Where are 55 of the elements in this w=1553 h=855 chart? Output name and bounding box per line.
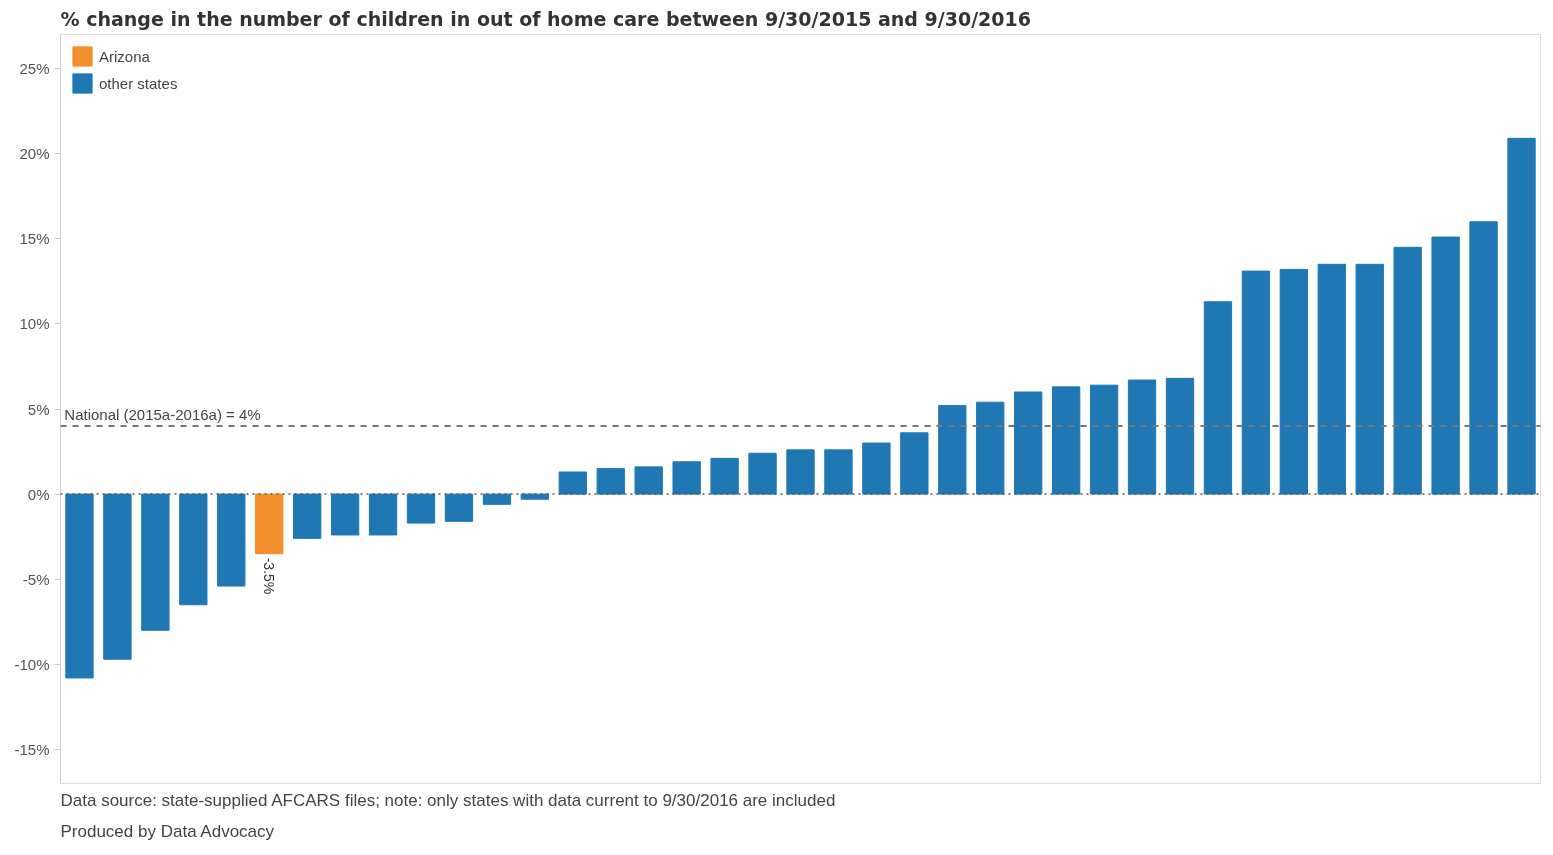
bar <box>558 471 587 495</box>
ref-line-label: National (2015a-2016a) = 4% <box>64 406 261 424</box>
y-tick-label: 15% <box>19 230 50 248</box>
bar <box>862 442 891 495</box>
bar <box>482 493 512 505</box>
y-tick-label: 0% <box>27 485 50 503</box>
bar <box>1089 384 1119 495</box>
bar <box>1014 391 1043 495</box>
y-tick-label: 10% <box>19 315 50 333</box>
bar <box>141 493 170 631</box>
y-tick-label: -10% <box>14 655 50 673</box>
y-tick-label: 20% <box>19 145 50 163</box>
text: Produced by Data Advocacy <box>60 821 275 841</box>
bar <box>1393 246 1422 495</box>
legend-label: other states <box>99 74 178 92</box>
bar <box>1355 263 1384 495</box>
bar <box>255 493 284 555</box>
y-tick-label: 5% <box>27 400 50 418</box>
bar <box>976 401 1005 495</box>
bar <box>1469 221 1498 495</box>
bar <box>103 493 132 660</box>
y-tick-label: -15% <box>14 740 50 758</box>
bar <box>293 493 322 539</box>
bar <box>710 457 739 495</box>
bar <box>1241 270 1271 495</box>
bar <box>217 493 246 587</box>
bar <box>672 461 701 495</box>
data-label: -3.5% <box>261 557 278 595</box>
bar <box>1317 263 1346 495</box>
bar <box>938 405 967 495</box>
bar <box>1165 377 1195 495</box>
bar <box>1203 301 1233 495</box>
bar <box>406 493 436 524</box>
legend-label: Arizona <box>99 47 150 65</box>
bar <box>824 449 853 495</box>
bar <box>179 493 208 606</box>
bar <box>368 493 398 536</box>
bar <box>330 493 360 536</box>
chart-title: % change in the number of children in out of home care between 9/30/2015 and 9/30/2016 <box>60 7 1031 30</box>
y-tick-label: 25% <box>19 60 50 78</box>
bar <box>520 493 550 500</box>
bar <box>900 432 929 495</box>
bar <box>1431 236 1460 495</box>
y-tick-label: -5% <box>22 570 50 588</box>
bar <box>1507 137 1536 495</box>
bar <box>1127 379 1157 495</box>
bar <box>748 452 777 495</box>
bar <box>65 493 94 679</box>
bar <box>786 449 815 495</box>
bar <box>596 468 625 495</box>
bar <box>1051 386 1081 495</box>
bar <box>1279 268 1308 495</box>
source-note: Data source: state-supplied AFCARS files; note: only states with data current to 9/30/2016 are included <box>60 790 836 810</box>
bar <box>634 466 663 495</box>
bar <box>444 493 474 522</box>
